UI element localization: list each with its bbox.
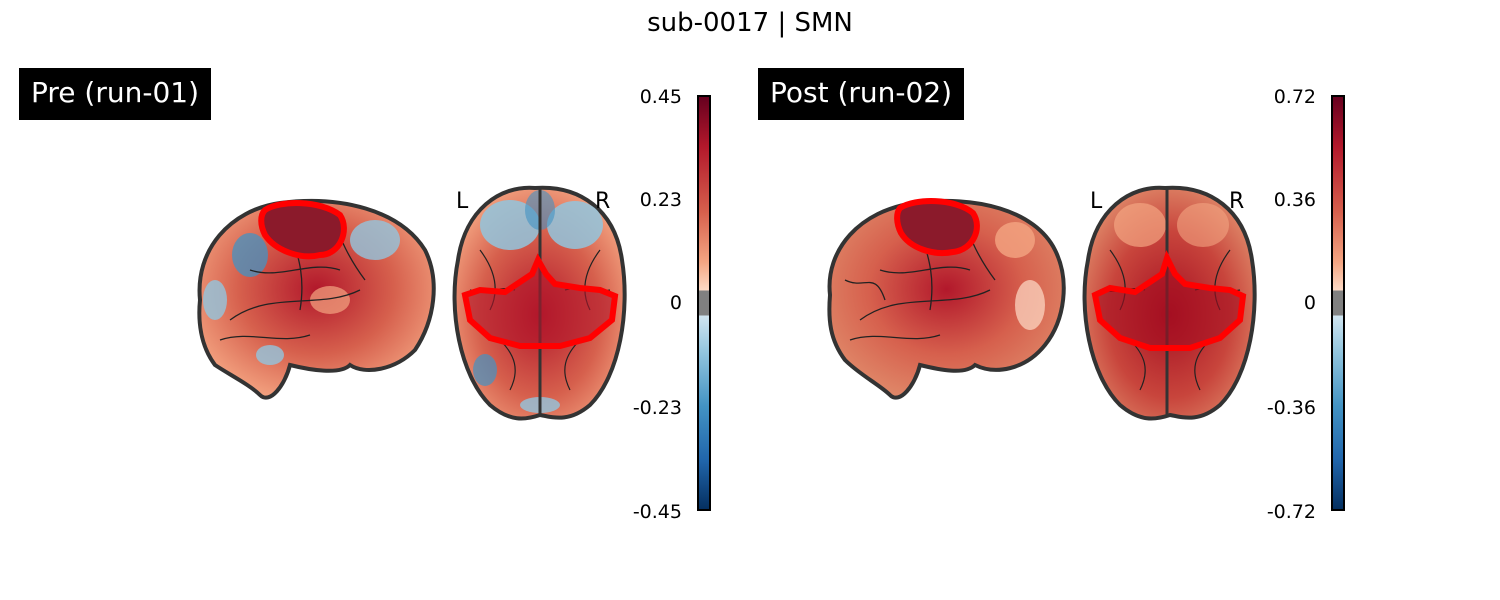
roi-outline-sagittal-pre: [258, 200, 347, 260]
axial-view-post: [1082, 185, 1257, 421]
roi-outline-axial-post: [1091, 250, 1247, 351]
sagittal-view-post: [827, 198, 1066, 400]
axial-view-pre: [452, 185, 627, 421]
colorbar-tick-pre-2: 0.23: [639, 189, 682, 211]
sagittal-view-pre: [197, 198, 436, 400]
roi-outline-sagittal-post: [894, 198, 980, 256]
brain-views-pre: [197, 185, 627, 421]
orientation-right-pre: R: [595, 189, 611, 214]
colorbar-pre: [697, 95, 711, 511]
colorbar-tick-post-5: -0.72: [1266, 501, 1316, 523]
colorbar-tick-pre-1: 0.45: [639, 86, 682, 108]
colorbar-tick-pre-5: -0.45: [632, 501, 682, 523]
colorbar-tick-post-3: 0: [1303, 292, 1316, 314]
colorbar-tick-post-1: 0.72: [1273, 86, 1316, 108]
brain-views-post: [827, 185, 1257, 421]
panel-label-pre: Pre (run-01): [19, 68, 211, 120]
orientation-left-pre: L: [456, 189, 469, 214]
colorbar-tick-post-4: -0.36: [1266, 397, 1316, 419]
figure-title: sub-0017 | SMN: [647, 8, 853, 38]
panel-label-post: Post (run-02): [758, 68, 965, 120]
orientation-right-post: R: [1229, 189, 1245, 214]
colorbar-tick-pre-3: 0: [669, 292, 682, 314]
orientation-left-post: L: [1090, 189, 1103, 214]
roi-outline-axial-pre: [461, 253, 619, 349]
colorbar-tick-pre-4: -0.23: [632, 397, 682, 419]
colorbar-tick-post-2: 0.36: [1273, 189, 1316, 211]
colorbar-post: [1331, 95, 1345, 511]
